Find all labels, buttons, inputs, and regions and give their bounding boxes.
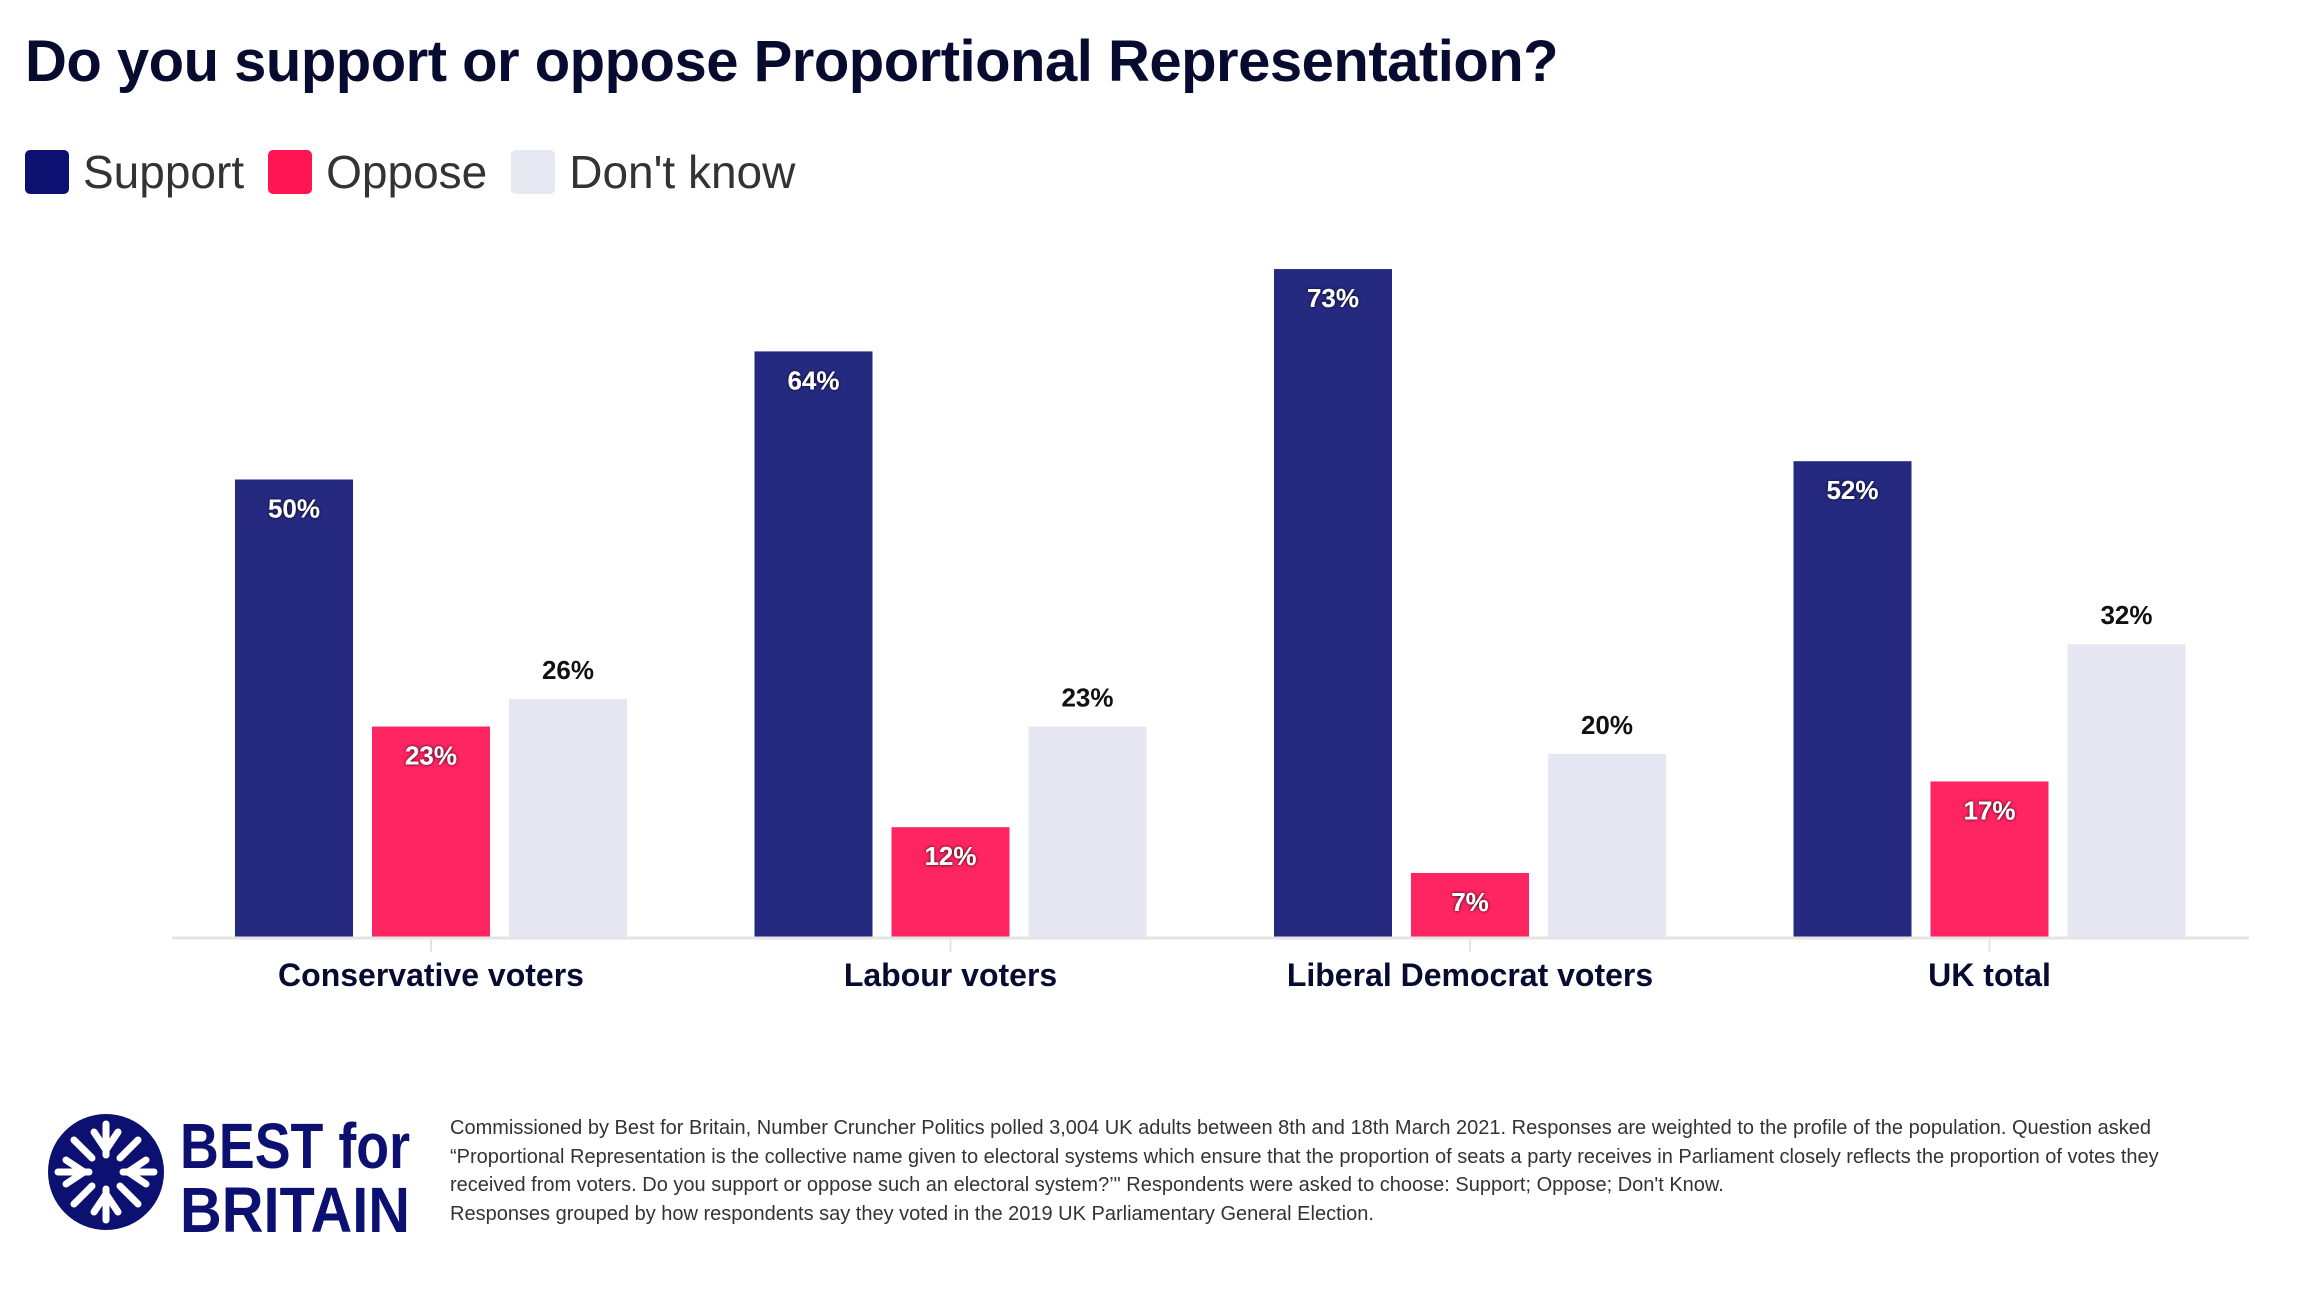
- data-label: 17%: [1963, 795, 2015, 825]
- data-label: 20%: [1581, 710, 1633, 740]
- bar-support-2: [1274, 269, 1392, 937]
- legend-item-support: Support: [25, 145, 244, 199]
- bar-oppose-2: [1411, 872, 1529, 937]
- legend-swatch-oppose: [268, 150, 313, 194]
- footnote-line: received from voters. Do you support or …: [450, 1174, 1724, 1196]
- legend: Support Oppose Don't know: [25, 145, 819, 199]
- x-tick-label: Liberal Democrat voters: [1287, 957, 1653, 993]
- bar-don-t-know-1: [1028, 726, 1147, 937]
- footnote: Commissioned by Best for Britain, Number…: [450, 1114, 2280, 1228]
- legend-label: Don't know: [569, 146, 796, 198]
- bar-support-3: [1793, 461, 1912, 937]
- data-label: 23%: [405, 741, 457, 771]
- legend-label: Support: [83, 146, 245, 198]
- data-label: 52%: [1826, 475, 1878, 505]
- bar-don-t-know-0: [509, 699, 627, 937]
- legend-swatch-dont-know: [511, 150, 556, 194]
- bar-oppose-0: [372, 726, 490, 937]
- bar-oppose-3: [1930, 781, 2049, 937]
- x-tick-label: Labour voters: [844, 957, 1057, 993]
- data-label: 23%: [1061, 683, 1113, 713]
- footnote-line: Commissioned by Best for Britain, Number…: [450, 1117, 2151, 1139]
- logo-text-line2: BRITAIN: [180, 1174, 410, 1240]
- legend-item-dont-know: Don't know: [511, 145, 795, 199]
- legend-label: Oppose: [326, 146, 488, 198]
- data-label: 73%: [1307, 283, 1359, 313]
- bar-don-t-know-2: [1548, 754, 1666, 937]
- data-label: 32%: [2100, 600, 2152, 630]
- bar-support-1: [754, 351, 873, 937]
- x-tick-label: Conservative voters: [278, 957, 584, 993]
- legend-item-oppose: Oppose: [268, 145, 487, 199]
- data-label: 7%: [1451, 887, 1489, 917]
- data-label: 64%: [787, 365, 839, 395]
- footnote-line: “Proportional Representation is the coll…: [450, 1145, 2159, 1168]
- bar-support-0: [235, 479, 353, 937]
- bar-oppose-1: [891, 827, 1010, 937]
- best-for-britain-logo: BEST for BRITAIN: [48, 1110, 410, 1240]
- chart-title: Do you support or oppose Proportional Re…: [25, 29, 1559, 94]
- bar-chart: 50% 23% 26% 64% 12% 23% 73% 7% 20% 52% 17% 32% Cons…: [172, 269, 2249, 993]
- logo-emblem-icon: [48, 1114, 164, 1230]
- footnote-line: Responses grouped by how respondents say…: [450, 1202, 1374, 1225]
- data-label: 26%: [542, 655, 594, 685]
- data-label: 50%: [268, 494, 320, 524]
- x-tick-label: UK total: [1928, 957, 2051, 993]
- data-label: 12%: [924, 841, 976, 871]
- legend-swatch-support: [25, 150, 69, 194]
- logo-text-line1: BEST for: [180, 1110, 410, 1182]
- bar-don-t-know-3: [2067, 644, 2186, 937]
